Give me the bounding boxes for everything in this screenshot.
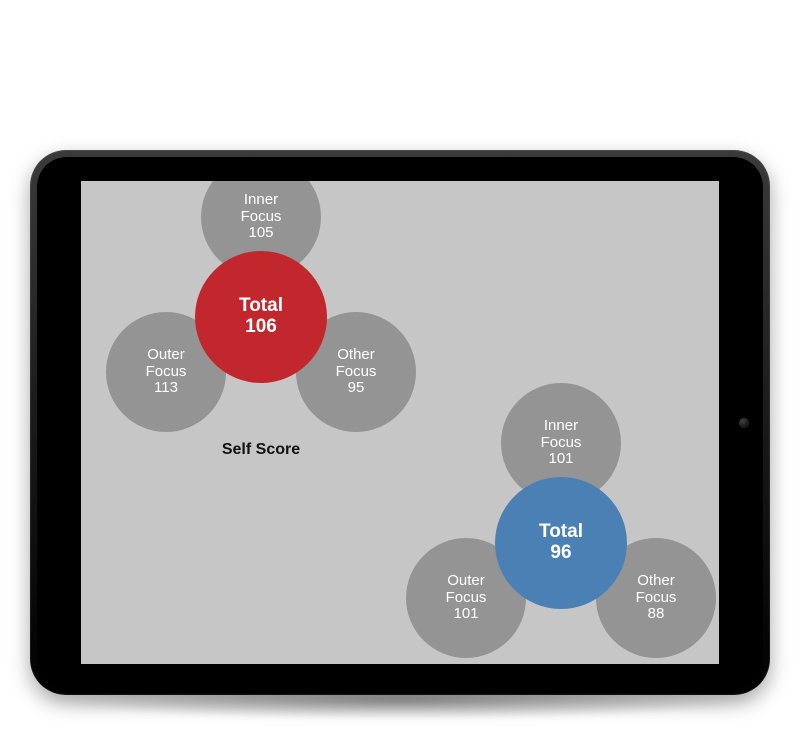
total-label: Total	[239, 296, 283, 317]
sub-label-line1: Inner	[544, 418, 578, 435]
tablet-bezel: InnerFocus105OuterFocus113OtherFocus95To…	[37, 157, 763, 688]
sub-label-line2: Focus	[636, 590, 677, 607]
tablet-frame: InnerFocus105OuterFocus113OtherFocus95To…	[30, 150, 770, 695]
cluster-raters: InnerFocus101OuterFocus101OtherFocus88To…	[81, 181, 719, 664]
total-circle-raters: Total96	[495, 477, 627, 609]
total-label: Total	[539, 522, 583, 543]
sub-label-line2: Focus	[446, 590, 487, 607]
sub-label-line1: Outer	[447, 573, 485, 590]
total-value: 106	[245, 317, 277, 338]
tablet-screen: InnerFocus105OuterFocus113OtherFocus95To…	[81, 181, 719, 664]
sub-label-line1: Other	[637, 573, 675, 590]
canvas: InnerFocus105OuterFocus113OtherFocus95To…	[0, 0, 800, 730]
sub-value: 88	[648, 606, 665, 623]
sub-label-line2: Focus	[541, 435, 582, 452]
sub-value: 101	[548, 451, 573, 468]
total-circle-self: Total106	[195, 251, 327, 383]
sub-value: 101	[453, 606, 478, 623]
total-value: 96	[550, 543, 571, 564]
camera-icon	[739, 418, 749, 428]
